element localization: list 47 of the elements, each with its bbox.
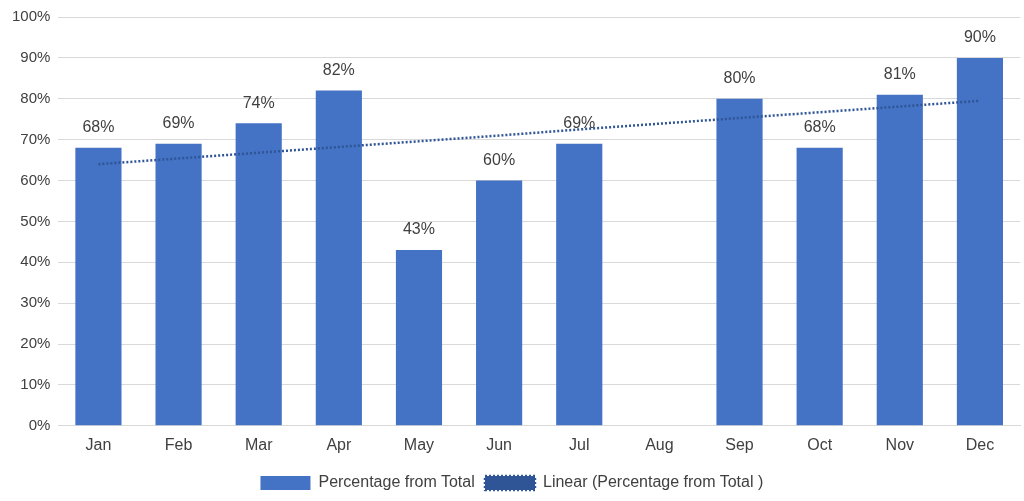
bar (75, 147, 122, 426)
x-tick-label: May (403, 435, 435, 453)
bar (476, 180, 523, 426)
y-tick-label: 80% (20, 88, 51, 106)
data-label: 43% (402, 220, 435, 238)
y-tick-label: 50% (20, 211, 51, 229)
y-tick-label: 70% (20, 129, 51, 147)
legend-label: Linear (Percentage from Total ) (542, 473, 764, 491)
data-label: 69% (162, 114, 195, 132)
bar (395, 250, 443, 426)
y-tick-label: 30% (20, 293, 51, 311)
data-label: 82% (322, 60, 355, 78)
bar (956, 57, 1004, 426)
x-tick-label: Sep (725, 435, 754, 453)
y-tick-label: 0% (28, 415, 51, 433)
y-tick-label: 60% (20, 170, 51, 188)
x-tick-label: Aug (645, 435, 674, 453)
bar (556, 143, 603, 426)
x-tick-label: Nov (885, 435, 915, 453)
y-tick-label: 10% (20, 375, 51, 393)
legend-label: Percentage from Total (318, 473, 475, 491)
bar (155, 143, 202, 426)
bar (796, 147, 843, 426)
data-label: 74% (242, 93, 275, 111)
data-label: 90% (963, 28, 996, 46)
x-tick-label: Oct (807, 435, 833, 453)
x-tick-label: Apr (326, 435, 352, 453)
x-tick-label: Dec (965, 435, 995, 453)
data-label: 69% (563, 114, 596, 132)
data-label: 81% (883, 65, 916, 83)
x-tick-label: Jul (569, 435, 590, 453)
data-label: 80% (723, 69, 756, 87)
data-label: 68% (803, 118, 836, 136)
y-tick-label: 40% (20, 252, 51, 270)
bar (876, 94, 923, 426)
data-label: 60% (483, 150, 516, 168)
bar (315, 90, 362, 426)
data-label: 68% (82, 118, 115, 136)
bar (716, 98, 763, 426)
bar (235, 123, 282, 426)
y-tick-label: 100% (11, 7, 51, 25)
y-tick-label: 20% (20, 334, 51, 352)
x-tick-label: Feb (164, 435, 193, 453)
x-tick-label: Mar (244, 435, 274, 453)
x-tick-label: Jun (486, 435, 513, 453)
y-tick-label: 90% (20, 48, 51, 66)
x-tick-label: Jan (85, 435, 112, 453)
